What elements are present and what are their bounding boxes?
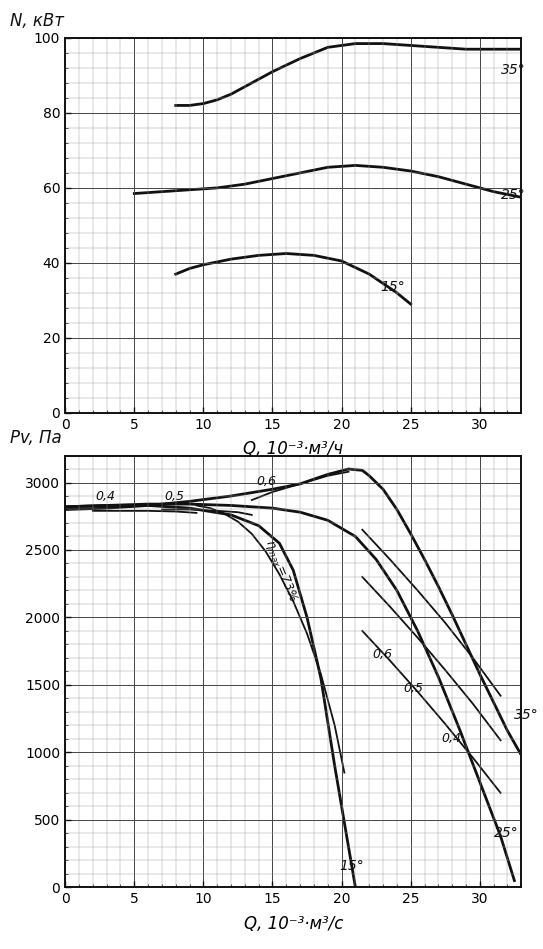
Text: 35°: 35° [514, 708, 539, 721]
X-axis label: Q, 10⁻³·м³/ч: Q, 10⁻³·м³/ч [243, 440, 343, 458]
Text: 0,5: 0,5 [165, 490, 185, 503]
Text: 25°: 25° [501, 188, 525, 202]
Text: 35°: 35° [501, 63, 525, 77]
Text: 25°: 25° [494, 827, 519, 841]
Text: 15°: 15° [380, 280, 405, 294]
Text: 0,5: 0,5 [404, 681, 424, 695]
Text: 15°: 15° [339, 859, 364, 873]
Text: Pv, Па: Pv, Па [10, 429, 62, 447]
Text: 0,4: 0,4 [96, 490, 116, 503]
Text: 0,6: 0,6 [372, 648, 392, 661]
Text: $\eta_{max}$=73%: $\eta_{max}$=73% [261, 537, 301, 605]
Text: 0,6: 0,6 [256, 475, 276, 488]
Text: 0,4: 0,4 [441, 732, 461, 745]
X-axis label: Q, 10⁻³·м³/с: Q, 10⁻³·м³/с [243, 915, 343, 933]
Text: N, кВт: N, кВт [10, 12, 64, 30]
